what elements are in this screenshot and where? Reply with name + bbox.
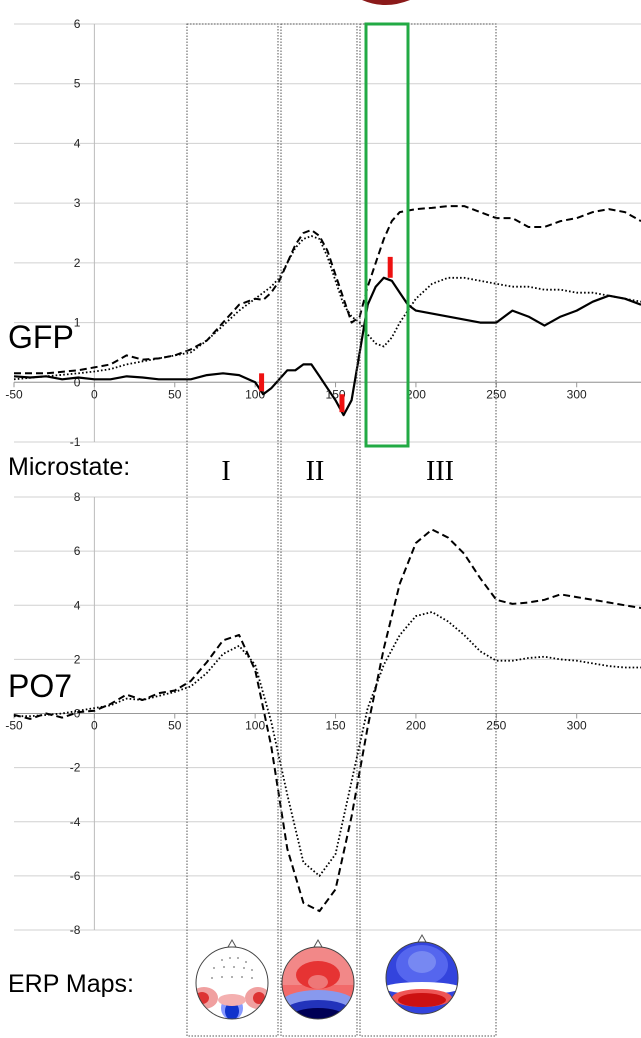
- po7-label: PO7: [8, 668, 72, 704]
- erp-map-3: [385, 933, 459, 1015]
- y-tick-label: 8: [74, 490, 81, 504]
- series-line-dashed: [13, 528, 641, 913]
- microstate-name-1: I: [221, 456, 230, 487]
- microstate-box-1: [186, 23, 279, 1037]
- microstate-name-2: II: [306, 456, 325, 487]
- latency-marker: [387, 256, 393, 278]
- x-tick-label: 250: [486, 387, 506, 401]
- series-line-dashed: [14, 205, 641, 375]
- series-line-dotted: [14, 611, 641, 877]
- y-tick-label: 5: [74, 77, 81, 91]
- x-tick-label: -50: [5, 387, 23, 401]
- x-tick-label: 0: [91, 387, 98, 401]
- y-tick-label: 0: [74, 375, 81, 389]
- series-line-dotted: [13, 235, 641, 381]
- y-tick-label: 3: [74, 196, 81, 210]
- top-blob-shape: [362, 0, 410, 5]
- y-tick-label: 2: [74, 652, 81, 666]
- x-tick-label: -50: [5, 719, 23, 733]
- latency-marker: [259, 373, 265, 392]
- x-tick-label: 50: [168, 719, 182, 733]
- y-tick-label: -6: [70, 869, 81, 883]
- y-tick-label: 6: [74, 17, 81, 31]
- y-tick-label: 0: [74, 707, 81, 721]
- x-tick-label: 200: [406, 719, 426, 733]
- latency-marker: [339, 394, 345, 413]
- x-tick-label: 50: [168, 387, 182, 401]
- y-tick-label: 4: [74, 598, 81, 612]
- microstate-box-2: [280, 23, 358, 1037]
- gfp-label: GFP: [8, 319, 74, 355]
- x-tick-label: 300: [567, 719, 587, 733]
- y-tick-label: 2: [74, 256, 81, 270]
- y-tick-label: -4: [70, 815, 81, 829]
- y-tick-label: 6: [74, 544, 81, 558]
- y-tick-label: 4: [74, 136, 81, 150]
- highlight-box: [364, 22, 410, 448]
- microstate-boxes: [186, 23, 497, 1037]
- y-tick-label: -2: [70, 761, 81, 775]
- erp-map-1: [195, 938, 269, 1020]
- x-tick-label: 150: [326, 719, 346, 733]
- x-tick-label: 200: [406, 387, 426, 401]
- x-tick-label: 0: [91, 719, 98, 733]
- x-tick-label: 300: [567, 387, 587, 401]
- series-line-solid: [13, 276, 641, 417]
- y-tick-label: 1: [74, 316, 81, 330]
- microstate-name-3: III: [426, 456, 454, 487]
- erp-map-2: [281, 938, 355, 1020]
- x-tick-label: 100: [245, 719, 265, 733]
- erp-maps-label: ERP Maps:: [8, 970, 134, 998]
- y-tick-label: -8: [70, 923, 81, 937]
- y-tick-label: -1: [70, 435, 81, 449]
- microstate-label: Microstate:: [8, 453, 130, 481]
- microstate-box-3: [359, 23, 497, 1037]
